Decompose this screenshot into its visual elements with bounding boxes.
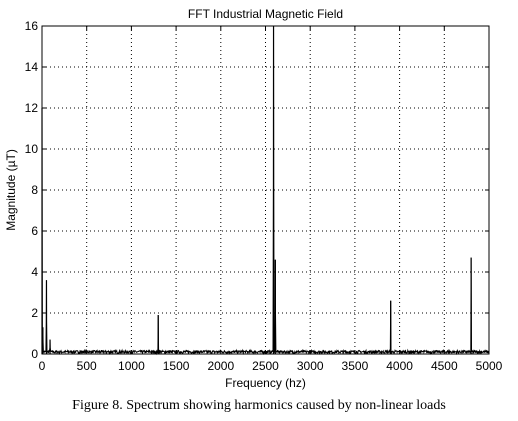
x-tick-label: 2500 <box>252 359 279 373</box>
y-tick-label: 6 <box>31 224 38 238</box>
x-tick-label: 3500 <box>342 359 369 373</box>
spectrum-line <box>41 25 490 356</box>
tick-layer: 0 500 1000 1500 2000 2500 3000 3500 4000 4500 5000… <box>25 19 503 373</box>
fft-chart: 0 500 1000 1500 2000 2500 3000 3500 4000 4500 5000… <box>4 7 503 390</box>
x-tick-label: 0 <box>39 359 46 373</box>
y-tick-label: 14 <box>25 60 39 74</box>
x-tick-label: 4500 <box>431 359 458 373</box>
x-tick-label: 500 <box>77 359 97 373</box>
y-tick-label: 16 <box>25 19 39 33</box>
x-tick-label: 2000 <box>207 359 234 373</box>
x-tick-label: 4000 <box>386 359 413 373</box>
figure-caption: Figure 8. Spectrum showing harmonics cau… <box>72 398 446 413</box>
y-tick-label: 2 <box>31 306 38 320</box>
x-tick-label: 1500 <box>163 359 190 373</box>
y-tick-label: 10 <box>25 142 39 156</box>
y-tick-label: 0 <box>31 347 38 361</box>
y-axis-title: Magnitude (µT) <box>4 149 18 231</box>
y-tick-label: 8 <box>31 183 38 197</box>
x-axis-title: Frequency (hz) <box>225 376 306 390</box>
x-tick-label: 3000 <box>297 359 324 373</box>
grid <box>42 26 489 354</box>
chart-title: FFT Industrial Magnetic Field <box>188 7 343 21</box>
y-tick-label: 12 <box>25 101 39 115</box>
y-tick-label: 4 <box>31 265 38 279</box>
x-tick-label: 5000 <box>476 359 503 373</box>
x-tick-label: 1000 <box>118 359 145 373</box>
